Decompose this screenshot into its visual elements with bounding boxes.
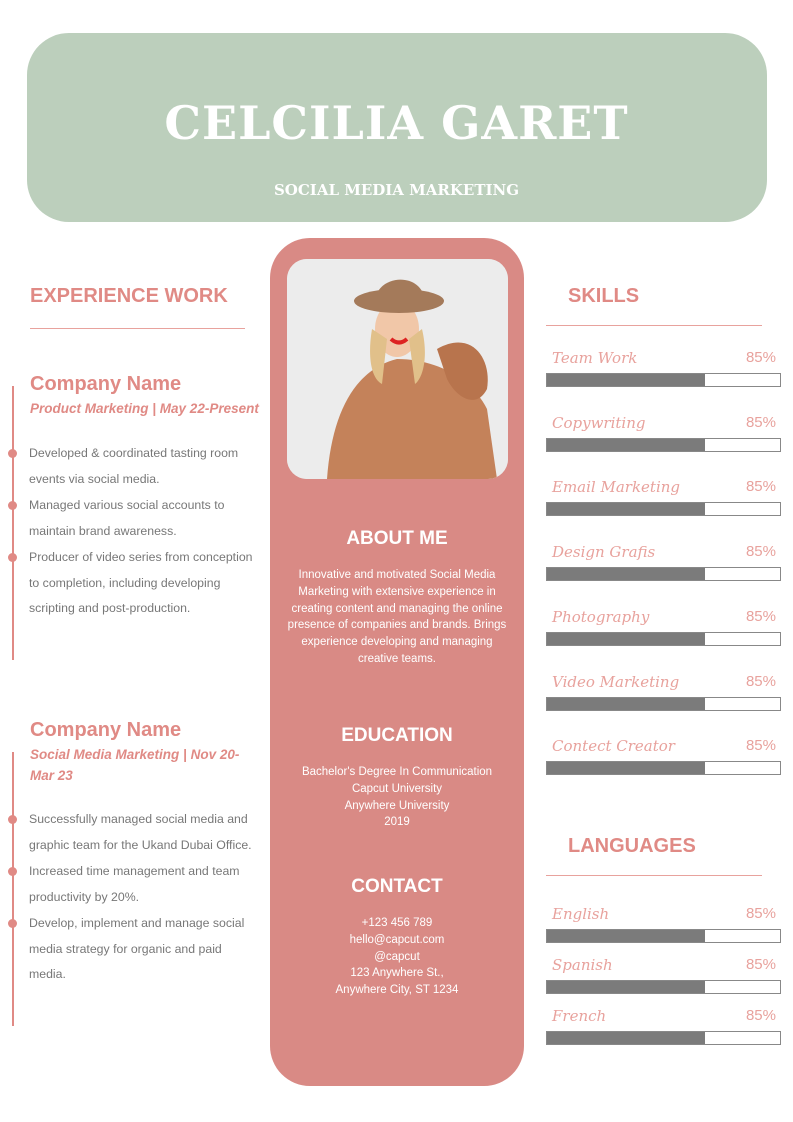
skill-row: Photography 85% [552,608,776,626]
skill-progress-fill [547,697,706,710]
skill-row: Team Work 85% [552,349,776,367]
bullet-dot-icon [8,918,17,928]
skill-progress-fill [547,568,706,581]
language-label: English [552,905,610,923]
skill-progress-fill [547,503,706,516]
bullet-dot-icon [8,866,17,876]
company-name: Company Name [30,719,182,741]
timeline-line [12,752,14,1026]
language-label: French [552,1007,607,1025]
language-progress-bar [546,980,781,994]
skill-progress-fill [547,762,706,775]
education-line: 2019 [384,816,410,829]
contact-title: CONTACT [351,876,443,897]
contact-address: 123 Anywhere St., [350,967,444,980]
language-row: English 85% [552,905,776,923]
skill-progress-bar [546,437,781,452]
skill-progress-bar [546,761,781,776]
language-percent: 85% [745,956,776,973]
skill-percent: 85% [745,478,776,496]
skill-progress-bar [546,567,781,582]
job-subtitle: Social Media Marketing | Nov 20-Mar 23 [30,747,240,783]
about-text: Innovative and motivated Social Media Ma… [287,569,507,665]
education-details: Bachelor's Degree In Communication Capcu… [280,764,514,831]
skill-percent: 85% [745,607,776,625]
education-title: EDUCATION [341,725,453,746]
language-progress-fill [547,981,706,993]
language-percent: 85% [745,905,776,922]
language-percent: 85% [745,1007,776,1024]
about-title: ABOUT ME [346,528,448,549]
language-row: French 85% [552,1007,776,1025]
contact-email: hello@capcut.com [349,933,445,946]
skill-progress-bar [546,373,781,387]
skill-label: Email Marketing [552,478,681,497]
skill-progress-bar [546,631,781,646]
skills-title: SKILLS [568,285,640,307]
bullet-dot-icon [8,815,17,824]
experience-title: EXPERIENCE WORK [30,285,228,307]
bullet-dot-icon [8,552,17,562]
education-line: Bachelor's Degree In Communication [301,766,493,778]
bullet-item: Producer of video series from conception… [8,545,264,623]
skill-percent: 85% [745,413,776,431]
job-subtitle: Product Marketing | May 22-Present [30,401,259,416]
skill-progress-bar [546,502,781,517]
languages-title: LANGUAGES [568,835,696,857]
bullet-item: Increased time management and team produ… [8,859,254,911]
skill-label: Photography [552,607,650,626]
job-bullets: Developed & coordinated tasting room eve… [8,441,264,623]
bullet-dot-icon [8,500,17,510]
bullet-item: Managed various social accounts to maint… [8,493,264,545]
language-progress-bar [546,1031,781,1045]
skill-label: Team Work [552,349,638,367]
bullet-item: Developed & coordinated tasting room eve… [8,441,264,493]
person-name: CELCILIA GARET [164,96,629,150]
contact-city: Anywhere City, ST 1234 [335,984,459,997]
education-line: Capcut University [351,782,443,795]
skill-percent: 85% [745,349,776,366]
skill-row: Video Marketing 85% [552,673,776,691]
language-progress-bar [546,929,781,943]
company-name: Company Name [30,373,182,395]
language-label: Spanish [552,956,613,974]
skill-progress-fill [547,632,706,645]
education-line: Anywhere University [344,799,450,812]
skill-label: Video Marketing [552,672,680,691]
skill-progress-fill [547,438,706,451]
bullet-dot-icon [8,449,17,458]
skill-percent: 85% [745,737,776,755]
bullet-item: Develop, implement and manage social med… [8,911,254,989]
skill-row: Contect Creator 85% [552,737,776,755]
divider [30,328,245,329]
job-bullets: Successfully managed social media and gr… [8,807,254,989]
language-progress-fill [547,930,706,942]
skill-label: Copywriting [552,413,646,432]
contact-details: +123 456 789 hello@capcut.com @capcut 12… [280,915,514,999]
contact-handle: @capcut [374,950,420,963]
divider [546,325,762,326]
profile-photo [287,259,508,479]
divider [546,875,762,876]
skill-percent: 85% [745,543,776,561]
skill-row: Copywriting 85% [552,414,776,432]
header-banner [27,33,767,222]
job-title: SOCIAL MEDIA MARKETING [273,181,520,199]
skill-label: Contect Creator [552,737,675,756]
contact-phone: +123 456 789 [361,917,433,929]
skill-progress-fill [547,374,706,386]
language-progress-fill [547,1032,706,1044]
language-row: Spanish 85% [552,956,776,974]
skill-percent: 85% [745,672,776,690]
skill-progress-bar [546,696,781,711]
timeline-line [12,386,14,660]
skill-row: Email Marketing 85% [552,478,776,496]
skill-row: Design Grafis 85% [552,543,776,561]
skill-label: Design Grafis [552,543,656,562]
bullet-item: Successfully managed social media and gr… [8,807,254,859]
